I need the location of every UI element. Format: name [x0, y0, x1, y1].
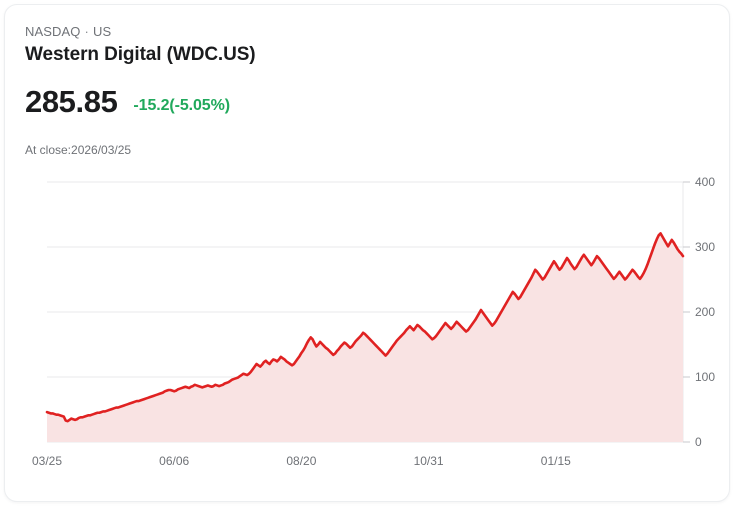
- quote-header: NASDAQ · US Western Digital (WDC.US): [25, 23, 625, 67]
- page-title: Western Digital (WDC.US): [25, 44, 256, 65]
- price-area-fill: [47, 233, 683, 442]
- price-change: -15.2(-5.05%): [133, 97, 230, 114]
- svg-text:01/15: 01/15: [541, 454, 571, 468]
- svg-text:300: 300: [695, 240, 715, 254]
- market-status-note: At close:2026/03/25: [25, 143, 132, 157]
- exchange-label: NASDAQ: [25, 24, 81, 39]
- svg-text:08/20: 08/20: [286, 454, 316, 468]
- last-price: 285.85: [25, 84, 118, 119]
- svg-text:0: 0: [695, 435, 702, 449]
- price-chart[interactable]: 400 300 200 100 0 03/25 06/06 08/20 10/31 01/15: [5, 165, 730, 485]
- svg-text:06/06: 06/06: [159, 454, 189, 468]
- svg-text:03/25: 03/25: [32, 454, 62, 468]
- price-row: 285.85 -15.2(-5.05%): [25, 83, 230, 121]
- price-line: [45, 232, 685, 423]
- exchange-region-row: NASDAQ · US: [25, 23, 625, 40]
- svg-text:200: 200: [695, 305, 715, 319]
- svg-text:100: 100: [695, 370, 715, 384]
- region-label: US: [92, 24, 112, 39]
- chart-axis-lines: [682, 181, 690, 443]
- y-axis-tick-labels: 400 300 200 100 0: [695, 175, 715, 449]
- bullet-separator-icon: ·: [84, 24, 89, 39]
- svg-text:10/31: 10/31: [414, 454, 444, 468]
- x-axis-tick-labels: 03/25 06/06 08/20 10/31 01/15: [32, 454, 571, 468]
- price-chart-svg[interactable]: 400 300 200 100 0 03/25 06/06 08/20 10/31 01/15: [5, 165, 730, 485]
- svg-text:400: 400: [695, 175, 715, 189]
- stock-quote-card: NASDAQ · US Western Digital (WDC.US) 285.8…: [4, 4, 730, 502]
